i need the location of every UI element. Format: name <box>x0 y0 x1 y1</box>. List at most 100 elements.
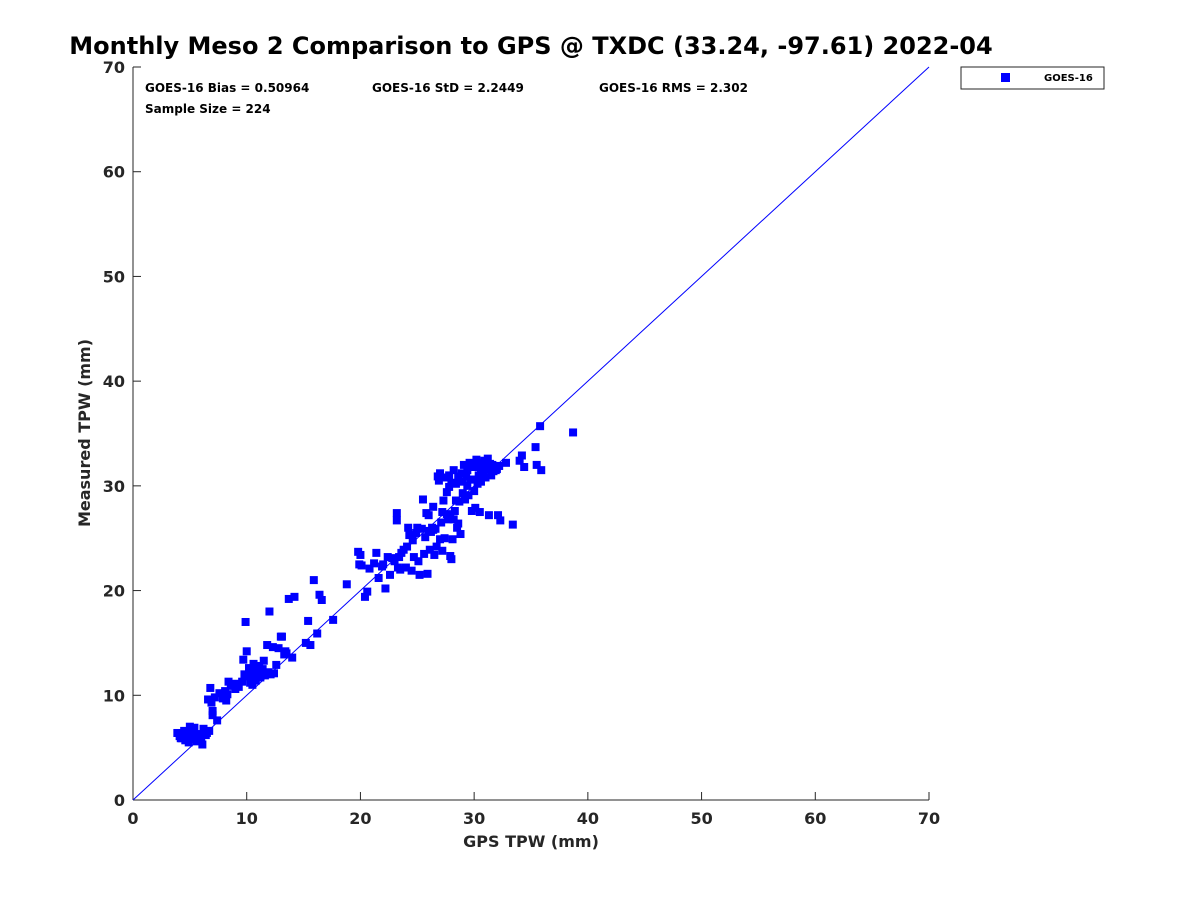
data-point <box>447 478 456 487</box>
data-point <box>432 542 441 551</box>
y-tick-label: 60 <box>103 163 125 182</box>
plot-area: 0 10 20 30 40 50 60 70 0 10 20 30 40 50 60 70 <box>103 58 940 828</box>
data-point <box>277 632 286 641</box>
data-point <box>412 528 421 537</box>
data-point <box>192 737 201 746</box>
data-point <box>407 566 416 575</box>
data-point <box>239 655 248 664</box>
data-point <box>458 477 467 486</box>
data-point <box>304 616 313 625</box>
data-point <box>383 553 392 562</box>
data-point <box>447 555 456 564</box>
data-point <box>263 641 272 650</box>
x-tick-label: 30 <box>463 809 485 828</box>
data-point <box>474 471 483 480</box>
data-point <box>536 422 545 431</box>
data-point <box>248 680 257 689</box>
data-point <box>532 460 541 469</box>
stat-bias: GOES-16 Bias = 0.50964 <box>145 81 309 95</box>
data-point <box>483 454 492 463</box>
data-point <box>459 460 468 469</box>
data-point <box>442 488 451 497</box>
data-point <box>270 669 279 678</box>
data-point <box>355 560 364 569</box>
data-point <box>418 495 427 504</box>
data-point <box>515 456 524 465</box>
data-point <box>463 481 472 490</box>
data-point <box>241 617 250 626</box>
data-point <box>465 458 474 467</box>
data-point <box>421 533 430 542</box>
data-point <box>224 677 233 686</box>
data-point <box>204 695 213 704</box>
data-point <box>420 549 429 558</box>
y-axis-label: Measured TPW (mm) <box>75 339 94 527</box>
data-point <box>450 506 459 515</box>
x-tick-label: 0 <box>127 809 138 828</box>
y-tick-label: 40 <box>103 372 125 391</box>
data-point <box>496 516 505 525</box>
legend: GOES-16 <box>960 66 1105 90</box>
data-point <box>213 716 222 725</box>
data-point <box>463 466 472 475</box>
x-tick-label: 50 <box>690 809 712 828</box>
y-tick-label: 30 <box>103 477 125 496</box>
data-point <box>461 495 470 504</box>
data-point <box>470 487 479 496</box>
data-point <box>370 559 379 568</box>
data-point <box>272 660 281 669</box>
data-point <box>429 525 438 534</box>
chart-title: Monthly Meso 2 Comparison to GPS @ TXDC … <box>69 32 992 60</box>
data-point <box>317 595 326 604</box>
y-tick-label: 20 <box>103 582 125 601</box>
data-point <box>365 564 374 573</box>
data-point <box>392 516 401 525</box>
data-point <box>569 428 578 437</box>
x-tick-label: 10 <box>236 809 258 828</box>
y-tick-label: 70 <box>103 58 125 77</box>
data-point <box>457 469 466 478</box>
data-point <box>176 734 185 743</box>
data-point <box>517 451 526 460</box>
data-point <box>458 489 467 498</box>
data-point <box>443 515 452 524</box>
stats-annotations: GOES-16 Bias = 0.50964 GOES-16 StD = 2.2… <box>145 81 748 116</box>
data-point <box>409 553 418 562</box>
data-point <box>405 531 414 540</box>
data-point <box>415 570 424 579</box>
data-point <box>508 520 517 529</box>
data-point <box>501 458 510 467</box>
data-point <box>356 550 365 559</box>
data-point <box>453 523 462 532</box>
data-point <box>381 584 390 593</box>
data-point <box>206 683 215 692</box>
data-point <box>417 524 426 533</box>
data-point <box>430 550 439 559</box>
data-point <box>464 491 473 500</box>
data-point <box>494 511 503 520</box>
data-point <box>403 542 412 551</box>
data-point <box>385 570 394 579</box>
data-point <box>208 706 217 715</box>
data-point <box>439 496 448 505</box>
data-point <box>469 463 478 472</box>
legend-box <box>960 66 1105 90</box>
x-axis-ticks: 0 10 20 30 40 50 60 70 <box>127 792 940 828</box>
data-point <box>306 641 315 650</box>
data-point <box>471 503 480 512</box>
data-point <box>281 647 290 656</box>
data-point <box>313 629 322 638</box>
data-point <box>470 475 479 484</box>
data-point <box>491 466 500 475</box>
data-point <box>425 545 434 554</box>
data-point <box>449 466 458 475</box>
data-point <box>408 536 417 545</box>
data-point <box>423 569 432 578</box>
data-point <box>437 518 446 527</box>
data-point <box>259 656 268 665</box>
data-point <box>487 471 496 480</box>
data-point <box>301 638 310 647</box>
data-point <box>374 574 383 583</box>
data-point <box>379 560 388 569</box>
